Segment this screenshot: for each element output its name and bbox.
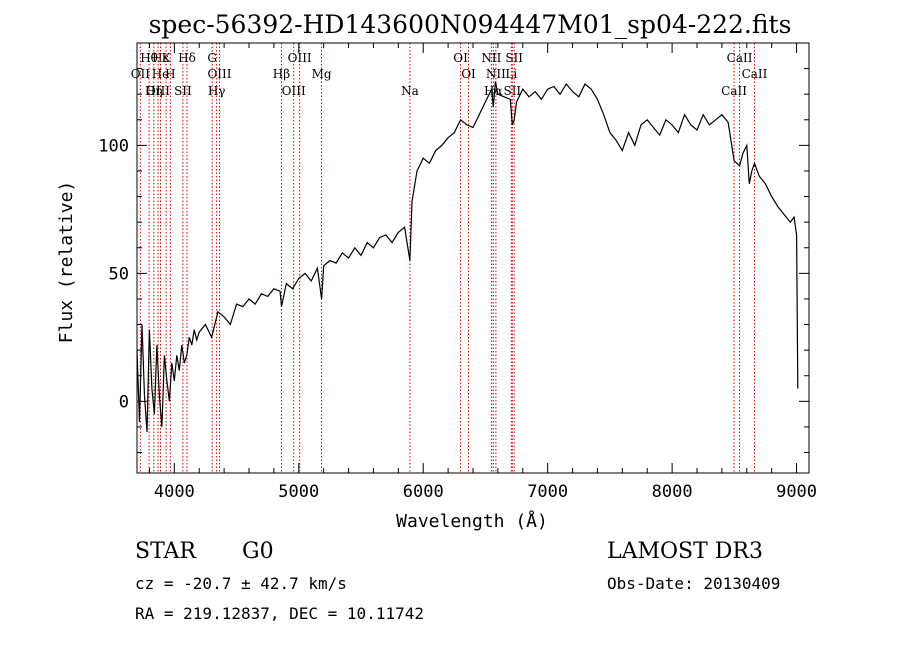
- line-marker-label: NII: [486, 67, 506, 81]
- spectrum-series-line: [136, 81, 799, 433]
- x-axis: 4000 5000 6000 7000 8000 9000: [148, 43, 817, 502]
- y-tick-label: 0: [119, 392, 129, 412]
- line-marker-label: SII: [174, 84, 192, 98]
- chart-title: spec-56392-HD143600N094447M01_sp04-222.f…: [149, 10, 792, 39]
- line-marker-label: CaII: [721, 84, 747, 98]
- line-marker-label: Mg: [312, 67, 332, 81]
- line-marker-label: SII: [503, 84, 521, 98]
- line-marker-label: OIII: [288, 51, 312, 65]
- x-tick-label: 6000: [403, 482, 444, 502]
- line-marker-label: OIII: [207, 67, 231, 81]
- y-tick-label: 100: [98, 136, 129, 156]
- line-marker-label: K: [162, 51, 172, 65]
- redshift-readout: cz = -20.7 ± 42.7 km/s: [135, 574, 347, 593]
- line-marker-label: H: [165, 67, 175, 81]
- line-markers: HθOIIOIIIHεHeHηKHSIIHδOIIIHγGHβOIIIOIIIM…: [131, 43, 768, 473]
- y-axis-label: Flux (relative): [56, 181, 77, 344]
- line-marker-label: Hβ: [273, 67, 290, 81]
- line-marker-label: He: [152, 67, 170, 81]
- line-marker-label: OI: [461, 67, 476, 81]
- obs-date: Obs-Date: 20130409: [607, 574, 780, 593]
- line-marker-label: OIII: [146, 84, 170, 98]
- line-marker-label: Hγ: [208, 84, 226, 98]
- line-marker-label: G: [207, 51, 217, 65]
- line-marker-label: Hη: [145, 84, 163, 98]
- x-tick-label: 4000: [154, 482, 195, 502]
- line-marker-label: CaII: [742, 67, 768, 81]
- line-marker-label: Li: [505, 67, 517, 81]
- x-tick-label: 9000: [776, 482, 817, 502]
- line-marker-label: CaII: [727, 51, 753, 65]
- line-marker-label: SII: [505, 51, 523, 65]
- x-tick-label: 7000: [527, 482, 568, 502]
- x-tick-label: 8000: [652, 482, 693, 502]
- line-marker-label: Hα: [484, 84, 503, 98]
- plot-frame: [136, 42, 810, 474]
- object-subclass: G0: [242, 539, 274, 564]
- line-marker-label: OII: [131, 67, 151, 81]
- y-axis: 0 50 100: [98, 42, 809, 454]
- line-marker-label: OI: [453, 51, 468, 65]
- survey-label: LAMOST DR3: [607, 539, 763, 564]
- line-marker-label: Na: [401, 84, 419, 98]
- x-axis-label: Wavelength (Å): [396, 510, 548, 532]
- line-marker-label: OIII: [282, 84, 306, 98]
- line-marker-label: NII: [481, 51, 501, 65]
- object-class: STAR: [135, 539, 197, 564]
- x-tick-label: 5000: [278, 482, 319, 502]
- y-tick-label: 50: [109, 264, 129, 284]
- coordinates-readout: RA = 219.12837, DEC = 10.11742: [135, 604, 424, 623]
- line-marker-label: Hδ: [178, 51, 196, 65]
